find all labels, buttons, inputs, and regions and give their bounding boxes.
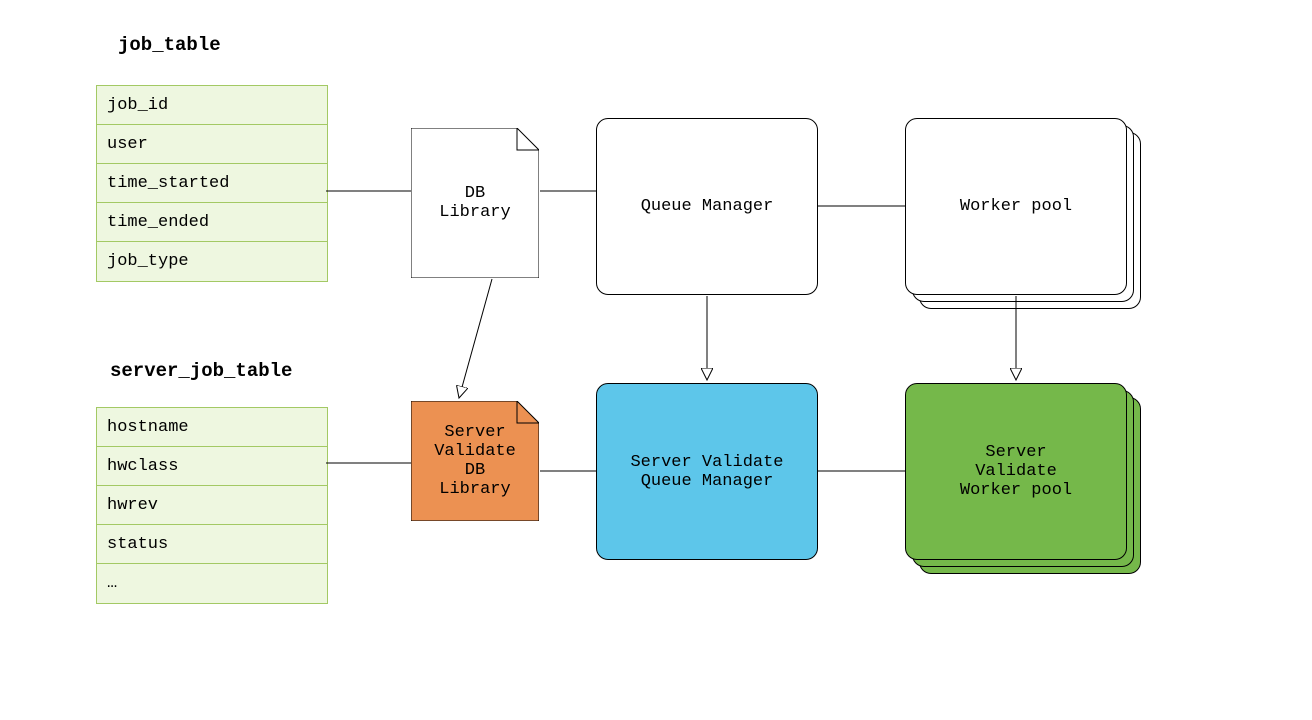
node-label: Server ValidateQueue Manager <box>630 453 783 491</box>
node-label: ServerValidateWorker pool <box>960 443 1072 500</box>
node-label: Queue Manager <box>641 197 774 216</box>
process-box: ServerValidateWorker pool <box>905 383 1127 560</box>
table: job_idusertime_startedtime_endedjob_type <box>96 85 328 282</box>
table-row: job_type <box>97 242 327 281</box>
table-title: job_table <box>118 34 221 56</box>
node-label: Worker pool <box>960 197 1072 216</box>
process-box: Queue Manager <box>596 118 818 295</box>
table-row: time_ended <box>97 203 327 242</box>
document-icon: DBLibrary <box>411 128 539 278</box>
table-row: user <box>97 125 327 164</box>
table-row: job_id <box>97 86 327 125</box>
table: hostnamehwclasshwrevstatus… <box>96 407 328 604</box>
node-label: ServerValidateDBLibrary <box>411 423 539 499</box>
table-row: time_started <box>97 164 327 203</box>
table-row: … <box>97 564 327 603</box>
process-box: Worker pool <box>905 118 1127 295</box>
table-row: status <box>97 525 327 564</box>
process-box: Server ValidateQueue Manager <box>596 383 818 560</box>
table-row: hwclass <box>97 447 327 486</box>
table-row: hwrev <box>97 486 327 525</box>
table-title: server_job_table <box>110 360 292 382</box>
table-row: hostname <box>97 408 327 447</box>
document-icon: ServerValidateDBLibrary <box>411 401 539 521</box>
node-label: DBLibrary <box>411 184 539 222</box>
